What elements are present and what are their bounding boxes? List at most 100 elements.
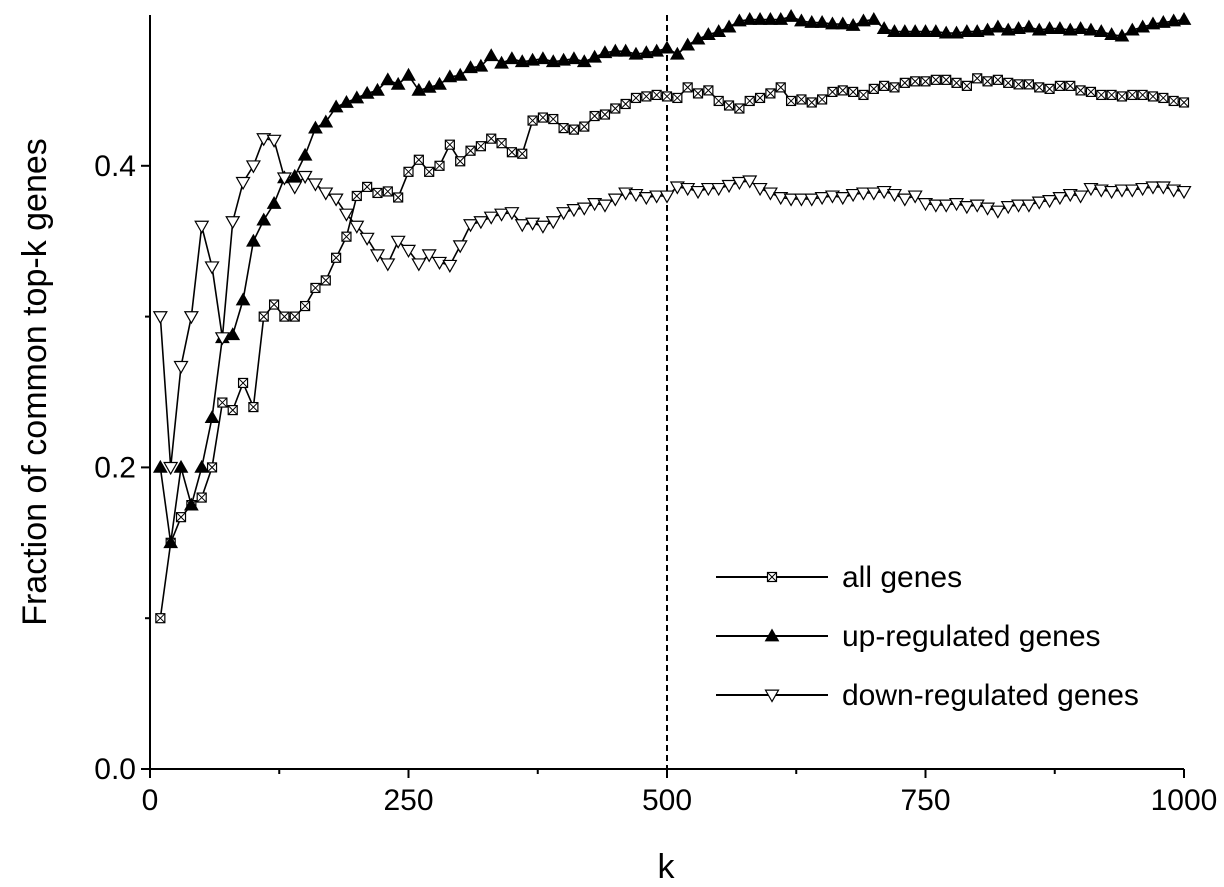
data-point — [225, 327, 241, 341]
data-point — [732, 13, 747, 27]
data-point — [1031, 196, 1047, 210]
data-point — [651, 89, 662, 101]
x-tick-label: 500 — [642, 784, 692, 817]
data-point — [300, 300, 311, 312]
data-point — [163, 461, 179, 476]
data-point — [545, 216, 561, 230]
data-point — [814, 15, 830, 28]
data-point — [641, 91, 652, 102]
data-point — [475, 141, 486, 152]
data-point — [359, 232, 375, 246]
y-tick-label: 0.0 — [94, 753, 136, 786]
data-point — [473, 216, 489, 230]
data-point — [1127, 89, 1138, 101]
data-point — [752, 12, 768, 25]
data-point — [941, 74, 952, 85]
data-point — [837, 85, 848, 96]
data-point — [444, 139, 455, 150]
series-up-regulated-genes — [152, 9, 1192, 549]
data-point — [403, 166, 414, 177]
data-point — [237, 377, 249, 389]
data-point — [763, 12, 778, 25]
data-point — [920, 76, 931, 87]
data-point — [1083, 22, 1099, 36]
data-point — [328, 193, 344, 207]
data-point — [266, 195, 282, 209]
data-point — [1000, 201, 1016, 215]
data-point — [1176, 185, 1192, 200]
data-point — [990, 205, 1006, 219]
data-point — [1137, 89, 1148, 101]
data-point — [463, 60, 478, 74]
data-point — [1145, 16, 1161, 30]
data-point — [496, 138, 507, 149]
legend-marker — [766, 571, 778, 583]
series-line — [159, 15, 1185, 543]
data-point — [1052, 21, 1068, 34]
data-point — [1093, 24, 1109, 37]
data-point — [669, 46, 685, 60]
data-point — [369, 249, 386, 263]
data-point — [1042, 21, 1057, 34]
data-point — [827, 86, 838, 98]
data-point — [287, 181, 303, 195]
data-point — [401, 67, 416, 81]
legend-marker — [764, 628, 780, 642]
data-point — [597, 199, 613, 213]
data-point — [765, 88, 776, 99]
data-point — [307, 178, 323, 192]
data-point — [483, 211, 499, 225]
data-point — [576, 54, 592, 68]
data-point — [814, 191, 830, 206]
data-point — [452, 67, 468, 81]
data-point — [793, 193, 809, 207]
data-point — [713, 95, 724, 107]
data-point — [1065, 80, 1076, 91]
data-point — [775, 82, 786, 93]
data-point — [204, 410, 220, 424]
data-point — [483, 48, 499, 62]
data-point — [163, 535, 179, 549]
legend-label: up-regulated genes — [842, 620, 1101, 653]
data-point — [556, 52, 571, 66]
data-point — [589, 110, 600, 122]
data-point — [276, 172, 292, 186]
data-point — [785, 95, 797, 107]
data-point — [258, 311, 269, 322]
data-point — [1093, 184, 1109, 198]
data-point — [961, 80, 972, 91]
data-point — [845, 188, 861, 203]
data-point — [783, 193, 799, 207]
data-point — [279, 311, 290, 322]
legend-label: all genes — [842, 561, 962, 594]
data-point — [287, 168, 303, 182]
data-point — [762, 187, 778, 201]
data-point — [607, 43, 623, 57]
data-point — [1166, 184, 1182, 198]
data-point — [576, 202, 592, 216]
data-point — [672, 92, 683, 104]
data-point — [473, 58, 489, 72]
data-point — [669, 181, 685, 195]
data-point — [411, 258, 427, 272]
data-point — [876, 21, 892, 34]
data-point — [1104, 27, 1119, 40]
data-point — [1034, 82, 1045, 93]
data-point — [535, 51, 551, 65]
data-point — [794, 13, 809, 27]
data-point — [256, 212, 272, 226]
data-point — [731, 176, 747, 191]
data-point — [494, 208, 510, 222]
data-point — [566, 51, 582, 65]
data-point — [1075, 85, 1086, 96]
data-point — [506, 147, 517, 158]
data-point — [442, 259, 458, 274]
legend-label: down-regulated genes — [842, 679, 1139, 712]
data-point — [245, 160, 261, 174]
data-point — [917, 198, 934, 212]
data-point — [568, 124, 580, 135]
data-point — [783, 9, 799, 22]
data-point — [1021, 19, 1037, 33]
data-point — [855, 187, 871, 201]
